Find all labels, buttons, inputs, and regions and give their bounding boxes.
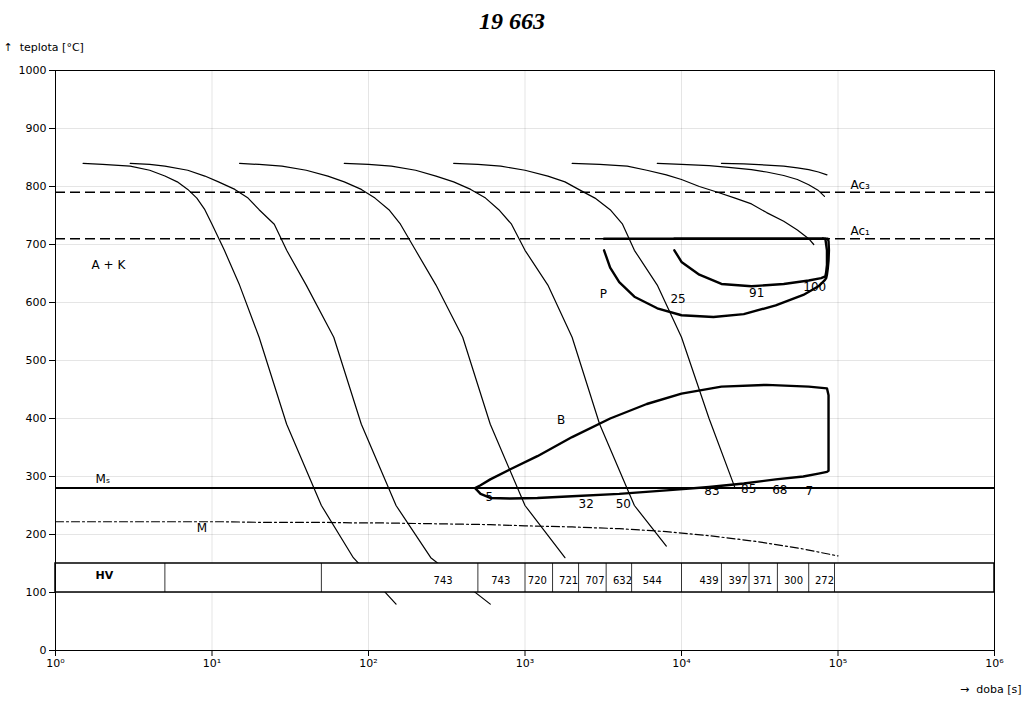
svg-text:25: 25 [670,292,685,306]
html-text:19 663: 19 663 [479,8,545,34]
svg-text:10²: 10² [359,657,377,670]
svg-text:10⁵: 10⁵ [829,657,847,670]
svg-text:HV: HV [95,569,113,582]
svg-text:700: 700 [26,238,47,251]
svg-text:720: 720 [528,575,547,586]
svg-text:10⁶: 10⁶ [985,657,1004,670]
svg-text:M: M [197,521,207,535]
svg-text:0: 0 [40,644,47,657]
svg-text:Mₛ: Mₛ [95,472,110,486]
svg-text:400: 400 [26,412,47,425]
svg-text:800: 800 [26,180,47,193]
svg-text:10⁴: 10⁴ [672,657,691,670]
svg-text:91: 91 [749,286,764,300]
svg-text:721: 721 [559,575,578,586]
svg-text:85: 85 [741,482,756,496]
svg-text:300: 300 [784,575,803,586]
svg-text:397: 397 [729,575,748,586]
svg-text:100: 100 [26,586,47,599]
svg-text:→ doba [s]: → doba [s] [960,683,1021,696]
svg-text:272: 272 [815,575,834,586]
svg-text:50: 50 [616,497,631,511]
svg-text:707: 707 [585,575,604,586]
svg-text:300: 300 [26,470,47,483]
svg-text:P: P [600,287,607,301]
svg-text:743: 743 [434,575,453,586]
svg-text:10³: 10³ [516,657,534,670]
svg-text:544: 544 [643,575,662,586]
svg-text:10⁰: 10⁰ [46,657,65,670]
svg-text:500: 500 [26,354,47,367]
svg-text:200: 200 [26,528,47,541]
svg-text:439: 439 [700,575,719,586]
svg-text:Ac₁: Ac₁ [850,224,870,238]
svg-text:7: 7 [806,484,814,498]
svg-text:600: 600 [26,296,47,309]
svg-text:900: 900 [26,122,47,135]
svg-text:1000: 1000 [19,64,47,77]
svg-text:743: 743 [491,575,510,586]
svg-text:↑ teplota [°C]: ↑ teplota [°C] [4,41,84,54]
svg-text:Ac₃: Ac₃ [850,178,870,192]
svg-text:68: 68 [772,483,787,497]
svg-text:83: 83 [704,484,719,498]
svg-text:632: 632 [613,575,632,586]
svg-text:10¹: 10¹ [203,657,221,670]
svg-text:32: 32 [579,497,594,511]
svg-text:B: B [557,413,565,427]
svg-text:100: 100 [803,280,826,294]
svg-text:5: 5 [486,490,494,504]
svg-text:371: 371 [753,575,772,586]
svg-text:A + K: A + K [92,258,127,272]
